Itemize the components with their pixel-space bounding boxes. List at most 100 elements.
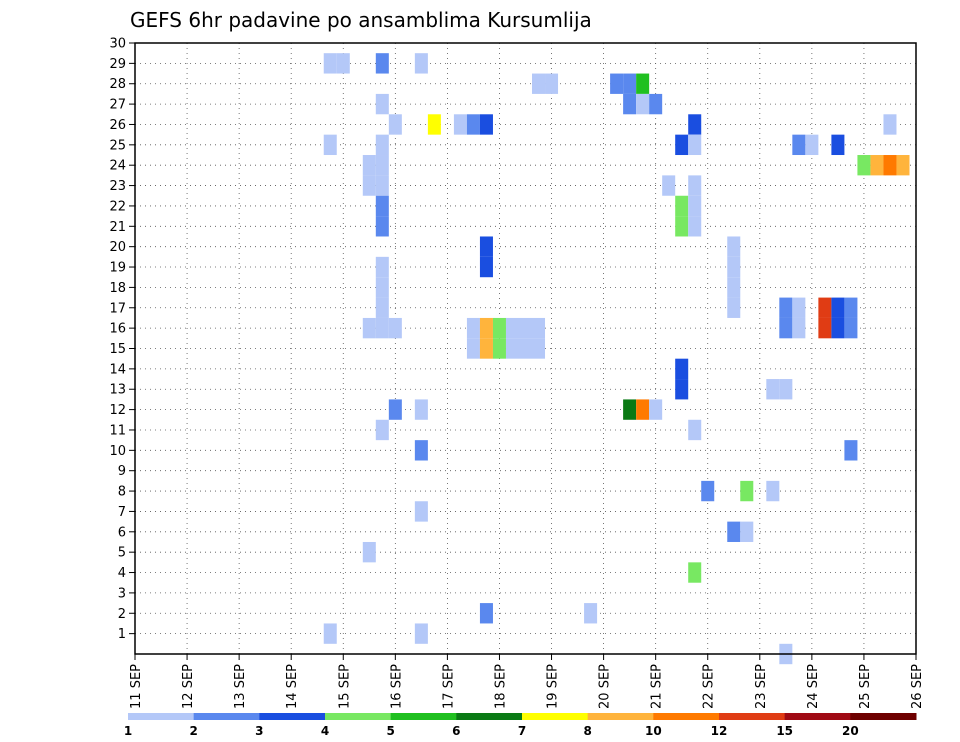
- colorbar-swatch: [456, 713, 523, 720]
- heatmap-cell: [375, 195, 389, 217]
- colorbar-swatch: [653, 713, 720, 720]
- x-tick-label: 13 SEP: [233, 664, 248, 709]
- y-tick-label: 17: [109, 301, 126, 316]
- heatmap-cell: [479, 236, 493, 257]
- heatmap-cell: [362, 317, 376, 339]
- heatmap-cell: [414, 501, 428, 522]
- heatmap-cell: [766, 480, 780, 502]
- heatmap-cell: [362, 155, 376, 176]
- heatmap-cell: [831, 297, 845, 318]
- heatmap-cell: [388, 317, 402, 339]
- x-axis-ticks: 11 SEP 12 SEP 13 SEP 14 SEP 15 SEP 16 SEP 17 S…: [129, 654, 925, 709]
- y-tick-label: 5: [118, 546, 126, 561]
- heatmap-cell: [636, 399, 650, 420]
- heatmap-cell: [375, 256, 389, 278]
- heatmap-cell: [375, 93, 389, 115]
- heatmap-cell: [740, 480, 754, 502]
- heatmap-cell: [375, 297, 389, 318]
- heatmap-cell: [375, 53, 389, 74]
- y-tick-label: 16: [109, 322, 126, 337]
- y-tick-label: 13: [109, 383, 126, 398]
- heatmap-cell: [688, 175, 702, 196]
- colorbar-swatch: [850, 713, 917, 720]
- heatmap-cell: [584, 603, 598, 624]
- heatmap-cell: [323, 623, 337, 644]
- heatmap-cell: [466, 114, 480, 135]
- heatmap-cell: [375, 134, 389, 156]
- heatmap-cell: [388, 399, 402, 420]
- colorbar: 1 2 3 4 5 6 7 8 10 12 15 20: [124, 713, 917, 738]
- x-tick-label: 21 SEP: [650, 664, 665, 709]
- colorbar-swatch: [390, 713, 457, 720]
- heatmap-cell: [792, 317, 806, 339]
- heatmap-cell: [675, 134, 689, 156]
- heatmap-cell: [532, 317, 546, 339]
- heatmap-cell: [375, 419, 389, 441]
- heatmap-cell: [518, 338, 533, 359]
- heatmap-cell: [636, 73, 650, 94]
- heatmap-cell: [844, 440, 858, 461]
- heatmap-cell: [375, 277, 389, 298]
- y-tick-label: 11: [109, 423, 126, 438]
- heatmap-cell: [688, 114, 702, 135]
- heatmap-cell: [779, 379, 793, 400]
- y-tick-label: 23: [109, 179, 126, 194]
- heatmap-cell: [479, 603, 493, 624]
- heatmap-cell: [649, 399, 663, 420]
- y-tick-label: 21: [109, 220, 126, 235]
- y-tick-label: 3: [118, 586, 126, 601]
- chart-title: GEFS 6hr padavine po ansamblima Kursumli…: [130, 8, 592, 32]
- x-tick-label: 25 SEP: [858, 664, 873, 709]
- heatmap-cell: [479, 317, 493, 339]
- heatmap-cell: [623, 399, 637, 420]
- heatmap-cell: [844, 297, 858, 318]
- heatmap-cell: [740, 521, 754, 542]
- x-tick-label: 26 SEP: [910, 664, 925, 709]
- heatmap-cell: [545, 73, 559, 94]
- heatmap-cell: [505, 338, 519, 359]
- colorbar-label: 6: [452, 724, 460, 738]
- y-tick-label: 10: [109, 444, 126, 459]
- y-tick-label: 8: [118, 485, 126, 500]
- y-tick-label: 1: [118, 627, 126, 642]
- heatmap-cell: [792, 134, 806, 156]
- gridlines: [135, 43, 916, 654]
- heatmap-cell: [688, 195, 702, 217]
- heatmap-cell: [453, 114, 467, 135]
- colorbar-swatch: [259, 713, 326, 720]
- heatmap-cell: [883, 155, 897, 176]
- heatmap-cell: [675, 358, 689, 380]
- heatmap-cell: [518, 317, 533, 339]
- heatmap-cell: [831, 134, 845, 156]
- x-tick-label: 24 SEP: [806, 664, 821, 709]
- colorbar-swatch: [719, 713, 786, 720]
- x-tick-label: 15 SEP: [337, 664, 352, 709]
- heatmap-cell: [414, 399, 428, 420]
- y-tick-label: 4: [118, 566, 126, 581]
- heatmap-cell: [649, 93, 663, 115]
- y-tick-label: 24: [109, 159, 126, 174]
- heatmap-cell: [727, 256, 741, 278]
- heatmap-cell: [779, 297, 793, 318]
- heatmap-cell: [701, 480, 715, 502]
- y-tick-label: 22: [109, 199, 126, 214]
- y-tick-label: 26: [109, 118, 126, 133]
- colorbar-label: 8: [583, 724, 591, 738]
- heatmap-cell: [623, 93, 637, 115]
- colorbar-swatch: [325, 713, 392, 720]
- heatmap-cell: [727, 277, 741, 298]
- heatmap-cell: [688, 216, 702, 237]
- colorbar-label: 10: [645, 724, 662, 738]
- colorbar-label: 5: [386, 724, 394, 738]
- heatmap-cell: [375, 175, 389, 196]
- heatmap-cell: [727, 297, 741, 318]
- data-cells: [323, 53, 910, 665]
- colorbar-swatch: [587, 713, 654, 720]
- heatmap-cell: [362, 175, 376, 196]
- heatmap-cell: [466, 338, 480, 359]
- y-tick-label: 6: [118, 525, 126, 540]
- y-tick-label: 18: [109, 281, 126, 296]
- heatmap-cell: [792, 297, 806, 318]
- y-tick-label: 14: [109, 362, 126, 377]
